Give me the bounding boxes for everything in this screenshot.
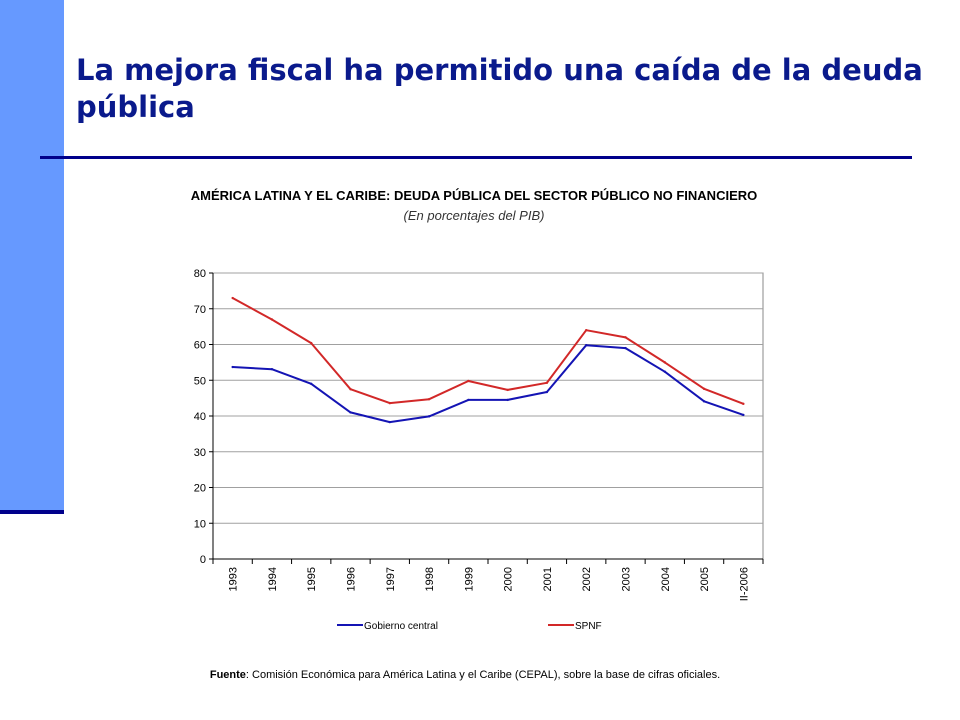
- data-point: [427, 397, 431, 401]
- data-point: [349, 387, 352, 391]
- data-point: [270, 318, 274, 321]
- data-point: [545, 390, 549, 394]
- y-tick-label: 60: [194, 340, 206, 352]
- data-point: [585, 344, 588, 347]
- y-tick-label: 50: [194, 375, 206, 387]
- chart-title: AMÉRICA LATINA Y EL CARIBE: DEUDA PÚBLIC…: [190, 188, 758, 203]
- data-point: [506, 388, 509, 392]
- data-point: [388, 420, 391, 424]
- y-tick-label: 10: [194, 518, 206, 530]
- data-point: [702, 400, 706, 403]
- x-tick-label: 2001: [542, 567, 554, 591]
- data-point: [467, 398, 470, 402]
- y-tick-label: 0: [200, 554, 206, 566]
- x-tick-label: 1997: [385, 567, 397, 591]
- x-tick-label: 1998: [424, 567, 436, 591]
- x-tick-label: 2000: [503, 567, 515, 591]
- x-tick-label: II-2006: [738, 567, 750, 601]
- data-point: [231, 365, 234, 369]
- title-divider: [40, 156, 912, 159]
- x-tick-label: 1995: [306, 567, 318, 591]
- y-tick-label: 30: [194, 447, 206, 459]
- accent-sidebar-rule: [0, 510, 64, 514]
- data-point: [585, 329, 588, 332]
- data-point: [231, 296, 234, 300]
- data-point: [663, 370, 666, 373]
- data-point: [624, 346, 627, 350]
- data-point: [545, 381, 549, 384]
- data-point: [388, 401, 391, 405]
- source-text: : Comisión Económica para América Latina…: [245, 669, 721, 681]
- data-point: [624, 336, 627, 339]
- series-line-spnf: [232, 297, 744, 405]
- series-line-gobierno-central: [232, 344, 744, 424]
- data-point: [506, 398, 509, 402]
- chart-subtitle: (En porcentajes del PIB): [403, 208, 545, 223]
- data-point: [702, 387, 706, 391]
- x-tick-label: 2005: [699, 567, 711, 591]
- y-tick-label: 70: [194, 304, 206, 316]
- legend-label: Gobierno central: [364, 621, 438, 632]
- source-label: Fuente: [209, 669, 246, 681]
- data-point: [310, 341, 313, 345]
- x-tick-label: 2002: [581, 567, 593, 591]
- x-tick-label: 2004: [660, 567, 672, 591]
- accent-sidebar: [0, 0, 64, 512]
- x-tick-label: 1993: [228, 567, 240, 591]
- y-tick-label: 40: [194, 411, 206, 423]
- x-tick-label: 2003: [621, 567, 633, 591]
- data-point: [467, 379, 470, 383]
- y-tick-label: 80: [194, 268, 206, 280]
- x-tick-label: 1996: [346, 567, 358, 591]
- data-point: [742, 402, 745, 406]
- y-tick-label: 20: [194, 483, 206, 495]
- data-point: [310, 382, 313, 386]
- source-note: Fuente: Comisión Económica para América …: [0, 669, 930, 681]
- data-point: [742, 413, 745, 417]
- x-tick-label: 1994: [267, 567, 279, 591]
- data-point: [663, 361, 666, 364]
- x-tick-label: 1999: [463, 567, 475, 591]
- legend-label: SPNF: [575, 621, 602, 632]
- data-point: [427, 415, 431, 418]
- data-point: [349, 411, 352, 414]
- slide-title: La mejora fiscal ha permitido una caída …: [76, 53, 923, 124]
- data-point: [270, 367, 274, 371]
